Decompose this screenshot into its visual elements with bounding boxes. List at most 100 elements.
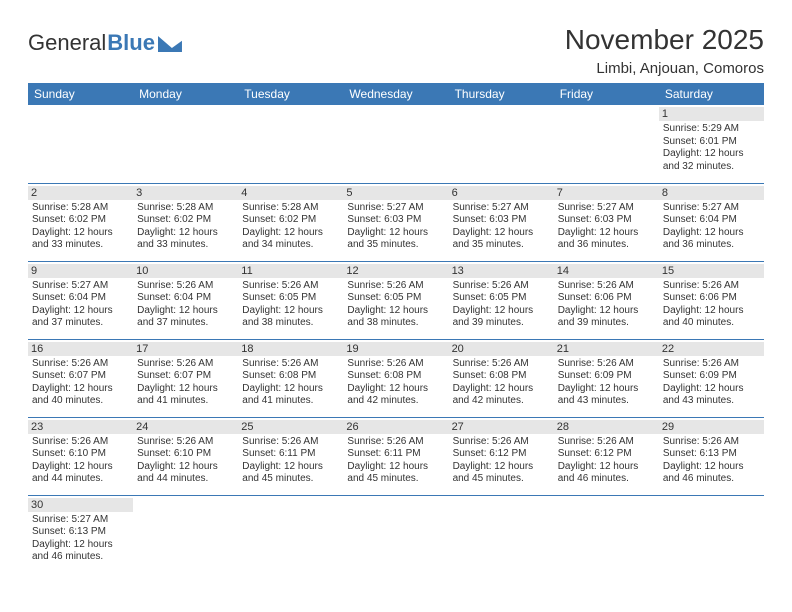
day-cell: 14Sunrise: 5:26 AMSunset: 6:06 PMDayligh…: [554, 262, 659, 339]
calendar-cell: 21Sunrise: 5:26 AMSunset: 6:09 PMDayligh…: [554, 339, 659, 417]
daylight-line: Daylight: 12 hours and 33 minutes.: [137, 227, 234, 252]
weekday-header: Monday: [133, 83, 238, 105]
calendar-cell: 11Sunrise: 5:26 AMSunset: 6:05 PMDayligh…: [238, 261, 343, 339]
sunrise-line: Sunrise: 5:27 AM: [32, 280, 129, 293]
day-cell: 28Sunrise: 5:26 AMSunset: 6:12 PMDayligh…: [554, 418, 659, 495]
daylight-line: Daylight: 12 hours and 44 minutes.: [32, 461, 129, 486]
day-cell: 22Sunrise: 5:26 AMSunset: 6:09 PMDayligh…: [659, 340, 764, 417]
weekday-header: Tuesday: [238, 83, 343, 105]
day-number: 10: [133, 264, 238, 278]
day-cell: 23Sunrise: 5:26 AMSunset: 6:10 PMDayligh…: [28, 418, 133, 495]
calendar-cell: 26Sunrise: 5:26 AMSunset: 6:11 PMDayligh…: [343, 417, 448, 495]
calendar-cell: 14Sunrise: 5:26 AMSunset: 6:06 PMDayligh…: [554, 261, 659, 339]
day-number: 1: [659, 107, 764, 121]
daylight-line: Daylight: 12 hours and 32 minutes.: [663, 148, 760, 173]
calendar-cell: 25Sunrise: 5:26 AMSunset: 6:11 PMDayligh…: [238, 417, 343, 495]
calendar-cell: 24Sunrise: 5:26 AMSunset: 6:10 PMDayligh…: [133, 417, 238, 495]
header: GeneralBlue November 2025 Limbi, Anjouan…: [28, 24, 764, 77]
sunrise-line: Sunrise: 5:26 AM: [347, 436, 444, 449]
day-number: 5: [343, 186, 448, 200]
sunrise-line: Sunrise: 5:26 AM: [32, 358, 129, 371]
calendar-cell: [133, 105, 238, 183]
day-number: 7: [554, 186, 659, 200]
day-number: 3: [133, 186, 238, 200]
sunset-line: Sunset: 6:12 PM: [558, 448, 655, 461]
weekday-header-row: SundayMondayTuesdayWednesdayThursdayFrid…: [28, 83, 764, 105]
calendar-cell: 12Sunrise: 5:26 AMSunset: 6:05 PMDayligh…: [343, 261, 448, 339]
page-subtitle: Limbi, Anjouan, Comoros: [565, 60, 764, 77]
day-cell: 4Sunrise: 5:28 AMSunset: 6:02 PMDaylight…: [238, 184, 343, 261]
sunrise-line: Sunrise: 5:26 AM: [347, 358, 444, 371]
day-cell: 9Sunrise: 5:27 AMSunset: 6:04 PMDaylight…: [28, 262, 133, 339]
daylight-line: Daylight: 12 hours and 46 minutes.: [32, 539, 129, 564]
sunrise-line: Sunrise: 5:26 AM: [242, 436, 339, 449]
sunset-line: Sunset: 6:05 PM: [347, 292, 444, 305]
logo-flag-icon: [158, 36, 182, 52]
calendar-cell: 27Sunrise: 5:26 AMSunset: 6:12 PMDayligh…: [449, 417, 554, 495]
daylight-line: Daylight: 12 hours and 35 minutes.: [347, 227, 444, 252]
day-cell: 8Sunrise: 5:27 AMSunset: 6:04 PMDaylight…: [659, 184, 764, 261]
day-cell: 26Sunrise: 5:26 AMSunset: 6:11 PMDayligh…: [343, 418, 448, 495]
day-number: 18: [238, 342, 343, 356]
sunset-line: Sunset: 6:03 PM: [453, 214, 550, 227]
day-cell: 7Sunrise: 5:27 AMSunset: 6:03 PMDaylight…: [554, 184, 659, 261]
calendar-cell: 4Sunrise: 5:28 AMSunset: 6:02 PMDaylight…: [238, 183, 343, 261]
day-number: 12: [343, 264, 448, 278]
sunrise-line: Sunrise: 5:26 AM: [453, 280, 550, 293]
calendar-cell: 17Sunrise: 5:26 AMSunset: 6:07 PMDayligh…: [133, 339, 238, 417]
calendar-cell: [659, 495, 764, 573]
daylight-line: Daylight: 12 hours and 42 minutes.: [347, 383, 444, 408]
calendar-cell: [554, 495, 659, 573]
sunrise-line: Sunrise: 5:27 AM: [32, 514, 129, 527]
day-number: 4: [238, 186, 343, 200]
day-cell: 25Sunrise: 5:26 AMSunset: 6:11 PMDayligh…: [238, 418, 343, 495]
day-number: 14: [554, 264, 659, 278]
calendar-cell: 23Sunrise: 5:26 AMSunset: 6:10 PMDayligh…: [28, 417, 133, 495]
day-number: 26: [343, 420, 448, 434]
daylight-line: Daylight: 12 hours and 43 minutes.: [663, 383, 760, 408]
sunrise-line: Sunrise: 5:27 AM: [558, 202, 655, 215]
calendar-cell: 1Sunrise: 5:29 AMSunset: 6:01 PMDaylight…: [659, 105, 764, 183]
daylight-line: Daylight: 12 hours and 41 minutes.: [137, 383, 234, 408]
day-cell: 3Sunrise: 5:28 AMSunset: 6:02 PMDaylight…: [133, 184, 238, 261]
day-number: 6: [449, 186, 554, 200]
calendar-cell: 13Sunrise: 5:26 AMSunset: 6:05 PMDayligh…: [449, 261, 554, 339]
daylight-line: Daylight: 12 hours and 39 minutes.: [453, 305, 550, 330]
daylight-line: Daylight: 12 hours and 34 minutes.: [242, 227, 339, 252]
calendar-cell: [343, 495, 448, 573]
calendar-cell: [449, 105, 554, 183]
daylight-line: Daylight: 12 hours and 40 minutes.: [663, 305, 760, 330]
logo: GeneralBlue: [28, 30, 182, 56]
sunrise-line: Sunrise: 5:26 AM: [453, 358, 550, 371]
day-number: 11: [238, 264, 343, 278]
sunset-line: Sunset: 6:08 PM: [453, 370, 550, 383]
daylight-line: Daylight: 12 hours and 41 minutes.: [242, 383, 339, 408]
day-cell: 11Sunrise: 5:26 AMSunset: 6:05 PMDayligh…: [238, 262, 343, 339]
calendar-row: 16Sunrise: 5:26 AMSunset: 6:07 PMDayligh…: [28, 339, 764, 417]
page-title: November 2025: [565, 24, 764, 56]
daylight-line: Daylight: 12 hours and 38 minutes.: [242, 305, 339, 330]
calendar-cell: 3Sunrise: 5:28 AMSunset: 6:02 PMDaylight…: [133, 183, 238, 261]
sunset-line: Sunset: 6:07 PM: [32, 370, 129, 383]
day-cell: 2Sunrise: 5:28 AMSunset: 6:02 PMDaylight…: [28, 184, 133, 261]
sunset-line: Sunset: 6:07 PM: [137, 370, 234, 383]
sunset-line: Sunset: 6:06 PM: [663, 292, 760, 305]
calendar-cell: 20Sunrise: 5:26 AMSunset: 6:08 PMDayligh…: [449, 339, 554, 417]
weekday-header: Saturday: [659, 83, 764, 105]
calendar-cell: 2Sunrise: 5:28 AMSunset: 6:02 PMDaylight…: [28, 183, 133, 261]
weekday-header: Wednesday: [343, 83, 448, 105]
daylight-line: Daylight: 12 hours and 42 minutes.: [453, 383, 550, 408]
day-cell: 17Sunrise: 5:26 AMSunset: 6:07 PMDayligh…: [133, 340, 238, 417]
daylight-line: Daylight: 12 hours and 39 minutes.: [558, 305, 655, 330]
calendar-cell: 10Sunrise: 5:26 AMSunset: 6:04 PMDayligh…: [133, 261, 238, 339]
day-cell: 30Sunrise: 5:27 AMSunset: 6:13 PMDayligh…: [28, 496, 133, 574]
daylight-line: Daylight: 12 hours and 45 minutes.: [242, 461, 339, 486]
day-cell: 13Sunrise: 5:26 AMSunset: 6:05 PMDayligh…: [449, 262, 554, 339]
calendar-row: 23Sunrise: 5:26 AMSunset: 6:10 PMDayligh…: [28, 417, 764, 495]
sunset-line: Sunset: 6:10 PM: [32, 448, 129, 461]
daylight-line: Daylight: 12 hours and 36 minutes.: [558, 227, 655, 252]
sunrise-line: Sunrise: 5:26 AM: [242, 280, 339, 293]
weekday-header: Sunday: [28, 83, 133, 105]
day-cell: 18Sunrise: 5:26 AMSunset: 6:08 PMDayligh…: [238, 340, 343, 417]
calendar-cell: 19Sunrise: 5:26 AMSunset: 6:08 PMDayligh…: [343, 339, 448, 417]
